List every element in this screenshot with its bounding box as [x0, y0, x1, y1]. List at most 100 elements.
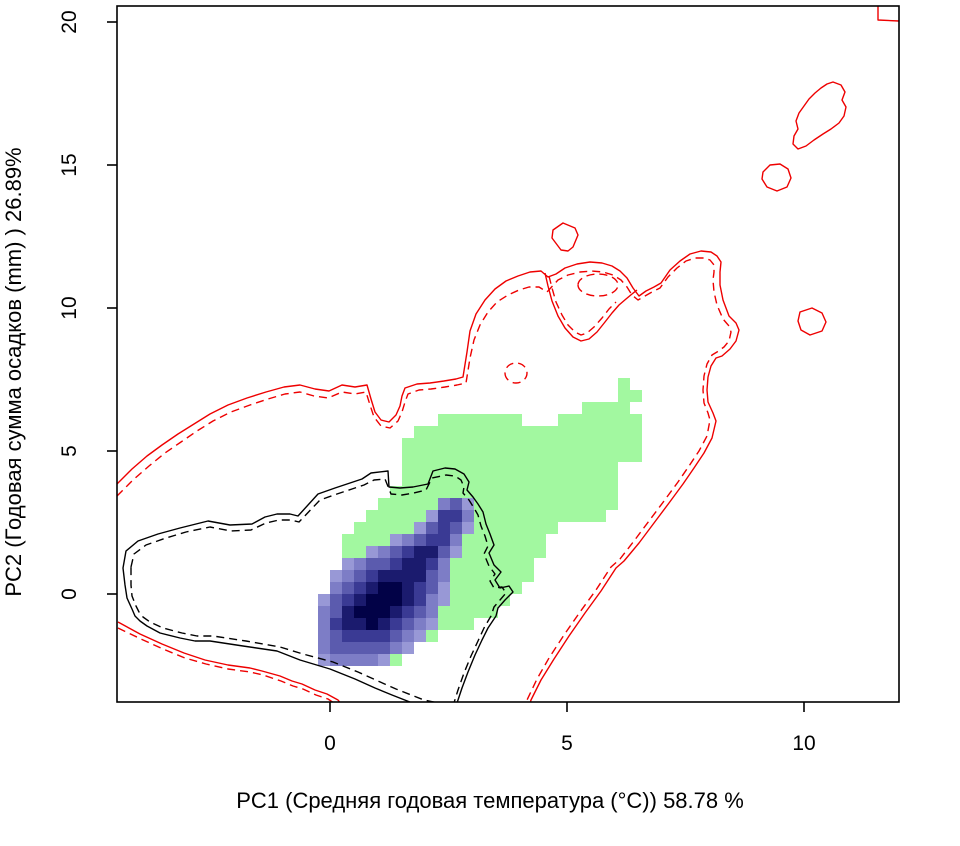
- raster-cell: [414, 606, 426, 618]
- raster-cell: [426, 498, 438, 510]
- raster-cell: [342, 582, 354, 594]
- raster-cell: [318, 630, 330, 642]
- raster-cell: [414, 510, 426, 522]
- raster-cell: [318, 618, 330, 630]
- raster-cell: [426, 438, 438, 450]
- raster-cell: [582, 414, 594, 426]
- raster-cell: [594, 462, 606, 474]
- raster-cell: [546, 522, 558, 534]
- raster-cell: [438, 594, 450, 606]
- raster-cell: [474, 558, 486, 570]
- raster-cell: [366, 642, 378, 654]
- raster-cell: [354, 534, 366, 546]
- raster-cell: [342, 642, 354, 654]
- raster-cell: [366, 570, 378, 582]
- raster-cell: [570, 426, 582, 438]
- raster-cell: [462, 510, 474, 522]
- raster-cell: [450, 510, 462, 522]
- raster-cell: [426, 582, 438, 594]
- raster-cell: [390, 582, 402, 594]
- raster-cell: [426, 546, 438, 558]
- raster-cell: [582, 426, 594, 438]
- raster-cell: [438, 582, 450, 594]
- raster-cell: [366, 594, 378, 606]
- raster-cell: [462, 522, 474, 534]
- raster-cell: [426, 570, 438, 582]
- raster-cell: [606, 450, 618, 462]
- raster-cell: [378, 510, 390, 522]
- raster-cell: [498, 522, 510, 534]
- raster-cell: [378, 618, 390, 630]
- raster-cell: [414, 582, 426, 594]
- raster-cell: [582, 450, 594, 462]
- raster-cell: [486, 462, 498, 474]
- contour-lines-layer: [117, 6, 899, 702]
- raster-cell: [426, 510, 438, 522]
- raster-cell: [594, 498, 606, 510]
- raster-cell: [498, 486, 510, 498]
- raster-cell: [534, 534, 546, 546]
- raster-cell: [450, 438, 462, 450]
- plot-border-box: [116, 5, 900, 703]
- raster-cell: [462, 462, 474, 474]
- raster-cell: [390, 618, 402, 630]
- raster-cell: [474, 498, 486, 510]
- raster-cell: [498, 510, 510, 522]
- density-raster-layer: [318, 378, 642, 666]
- raster-cell: [594, 438, 606, 450]
- raster-cell: [390, 546, 402, 558]
- raster-cell: [330, 642, 342, 654]
- raster-cell: [606, 402, 618, 414]
- raster-cell: [378, 594, 390, 606]
- raster-cell: [354, 654, 366, 666]
- raster-cell: [378, 534, 390, 546]
- raster-cell: [366, 618, 378, 630]
- raster-cell: [402, 582, 414, 594]
- raster-cell: [522, 438, 534, 450]
- raster-cell: [318, 642, 330, 654]
- raster-cell: [474, 606, 486, 618]
- raster-cell: [354, 642, 366, 654]
- raster-cell: [438, 510, 450, 522]
- raster-cell: [342, 606, 354, 618]
- raster-cell: [426, 426, 438, 438]
- raster-cell: [330, 582, 342, 594]
- raster-cell: [390, 594, 402, 606]
- raster-cell: [378, 546, 390, 558]
- raster-cell: [450, 534, 462, 546]
- raster-cell: [546, 498, 558, 510]
- raster-cell: [354, 546, 366, 558]
- raster-cell: [474, 474, 486, 486]
- raster-cell: [486, 570, 498, 582]
- raster-cell: [390, 630, 402, 642]
- raster-cell: [354, 630, 366, 642]
- raster-cell: [402, 438, 414, 450]
- raster-cell: [462, 534, 474, 546]
- raster-cell: [390, 570, 402, 582]
- raster-cell: [510, 510, 522, 522]
- raster-cell: [510, 498, 522, 510]
- raster-cell: [522, 426, 534, 438]
- raster-cell: [594, 450, 606, 462]
- raster-cell: [582, 462, 594, 474]
- raster-cell: [570, 438, 582, 450]
- raster-cell: [510, 486, 522, 498]
- red-solid-blob-top-middle: [551, 222, 579, 252]
- raster-cell: [534, 462, 546, 474]
- raster-cell: [510, 534, 522, 546]
- raster-cell: [522, 558, 534, 570]
- raster-cell: [354, 594, 366, 606]
- raster-cell: [606, 414, 618, 426]
- raster-cell: [390, 534, 402, 546]
- raster-cell: [486, 414, 498, 426]
- raster-cell: [582, 498, 594, 510]
- raster-cell: [486, 606, 498, 618]
- raster-cell: [630, 450, 642, 462]
- raster-cell: [558, 510, 570, 522]
- raster-cell: [534, 474, 546, 486]
- raster-cell: [606, 486, 618, 498]
- raster-cell: [510, 570, 522, 582]
- raster-cell: [474, 462, 486, 474]
- raster-cell: [330, 630, 342, 642]
